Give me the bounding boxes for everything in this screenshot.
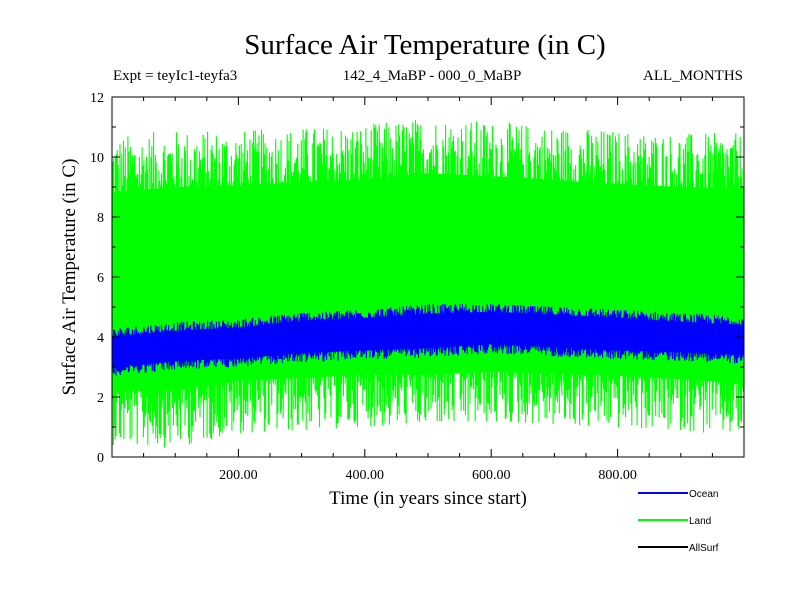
legend-item-ocean: Ocean bbox=[638, 489, 718, 500]
chart-subtitle-center: 142_4_MaBP - 000_0_MaBP bbox=[343, 68, 522, 84]
legend-item-land: Land bbox=[638, 516, 711, 527]
y-axis-label: Surface Air Temperature (in C) bbox=[59, 159, 80, 396]
legend-item-allsurf: AllSurf bbox=[638, 543, 719, 554]
legend-label-allsurf: AllSurf bbox=[689, 543, 719, 554]
series-land bbox=[111, 120, 745, 448]
legend: Ocean Land AllSurf bbox=[638, 489, 719, 554]
chart-subtitle-right: ALL_MONTHS bbox=[643, 68, 743, 84]
series-core-ocean bbox=[112, 311, 744, 368]
y-tick-label: 0 bbox=[97, 451, 104, 466]
y-tick-label: 4 bbox=[97, 331, 104, 346]
plot-data-layer bbox=[111, 120, 745, 448]
x-tick-label: 600.00 bbox=[472, 468, 511, 483]
x-tick-label: 200.00 bbox=[219, 468, 258, 483]
axes-layer: 0 2 4 6 8 10 12 200.00 400.00 600.00 800.00 bbox=[90, 91, 744, 483]
x-axis-label: Time (in years since start) bbox=[329, 488, 527, 509]
x-tick-label: 800.00 bbox=[598, 468, 637, 483]
y-tick-label: 10 bbox=[90, 151, 104, 166]
y-tick-label: 8 bbox=[97, 211, 104, 226]
legend-label-land: Land bbox=[689, 516, 711, 527]
legend-label-ocean: Ocean bbox=[689, 489, 718, 500]
y-tick-label: 12 bbox=[90, 91, 104, 106]
y-tick-label: 2 bbox=[97, 391, 104, 406]
chart-subtitle-left: Expt = teyIc1-teyfa3 bbox=[113, 68, 237, 84]
series-ocean bbox=[111, 303, 745, 376]
x-tick-label: 400.00 bbox=[346, 468, 385, 483]
chart-title: Surface Air Temperature (in C) bbox=[244, 29, 605, 61]
y-tick-label: 6 bbox=[97, 271, 104, 286]
